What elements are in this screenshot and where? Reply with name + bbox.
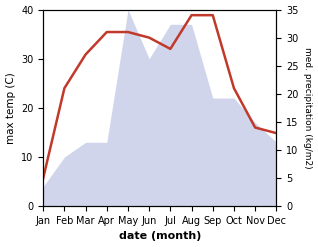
X-axis label: date (month): date (month) xyxy=(119,231,201,242)
Y-axis label: max temp (C): max temp (C) xyxy=(5,72,16,144)
Y-axis label: med. precipitation (kg/m2): med. precipitation (kg/m2) xyxy=(303,47,313,169)
